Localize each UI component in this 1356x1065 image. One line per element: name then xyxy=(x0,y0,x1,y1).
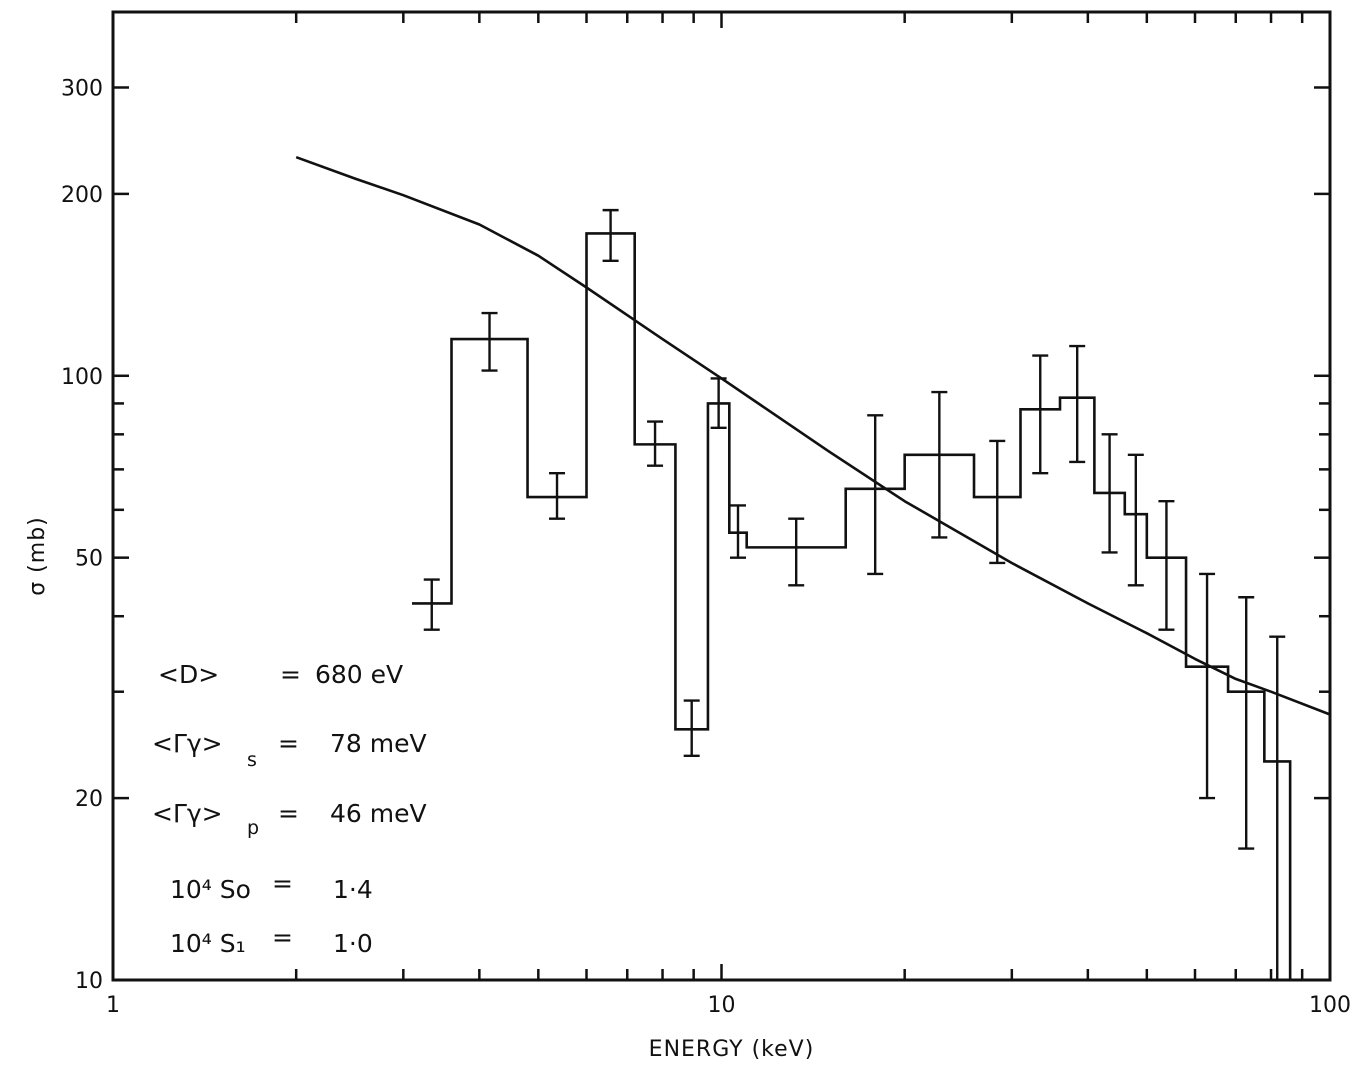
param-lhs: <Γγ> xyxy=(152,729,223,758)
param-eq: = xyxy=(272,923,293,952)
param-lhs: <Γγ> xyxy=(152,799,223,828)
param-eq: = xyxy=(272,869,293,898)
param-value: 680 eV xyxy=(315,660,403,689)
param-value: 46 meV xyxy=(330,799,427,828)
x-tick-label: 100 xyxy=(1309,993,1351,1018)
y-tick-label: 50 xyxy=(75,547,103,572)
x-tick-label: 10 xyxy=(708,993,736,1018)
param-value: 1·0 xyxy=(333,929,373,958)
y-axis-title: σ (mb) xyxy=(25,516,50,596)
param-row-1: <Γγ> s = 78 meV xyxy=(152,729,427,771)
y-tick-label: 100 xyxy=(61,365,103,390)
param-row-4: 10⁴ S₁ = 1·0 xyxy=(170,923,373,958)
x-axis-title: ENERGY (keV) xyxy=(649,1037,815,1062)
param-eq: = xyxy=(278,799,299,828)
param-value: 78 meV xyxy=(330,729,427,758)
param-sub: s xyxy=(247,749,257,771)
param-lhs: <D> xyxy=(158,660,219,689)
error-bars xyxy=(423,208,1286,982)
plot-frame xyxy=(111,10,1332,982)
y-tick-label: 20 xyxy=(75,787,103,812)
y-tick-label: 10 xyxy=(75,969,103,994)
param-row-0: <D> = 680 eV xyxy=(158,660,403,689)
param-sub: p xyxy=(247,817,259,839)
param-row-2: <Γγ> p = 46 meV xyxy=(152,799,427,839)
param-row-3: 10⁴ So = 1·4 xyxy=(170,869,373,904)
histogram xyxy=(411,232,1306,982)
histogram-steps xyxy=(411,232,1306,982)
x-tick-label: 1 xyxy=(106,993,120,1018)
param-lhs: 10⁴ So xyxy=(170,875,251,904)
param-lhs: 10⁴ S₁ xyxy=(170,929,246,958)
y-tick-label: 300 xyxy=(61,76,103,101)
param-eq: = xyxy=(278,729,299,758)
parameter-annotations: <D> = 680 eV <Γγ> s = 78 meV <Γγ> p = 46… xyxy=(152,660,427,958)
param-value: 1·4 xyxy=(333,875,373,904)
param-eq: = xyxy=(280,660,301,689)
tick-marks xyxy=(111,10,1330,982)
y-tick-label: 200 xyxy=(61,183,103,208)
